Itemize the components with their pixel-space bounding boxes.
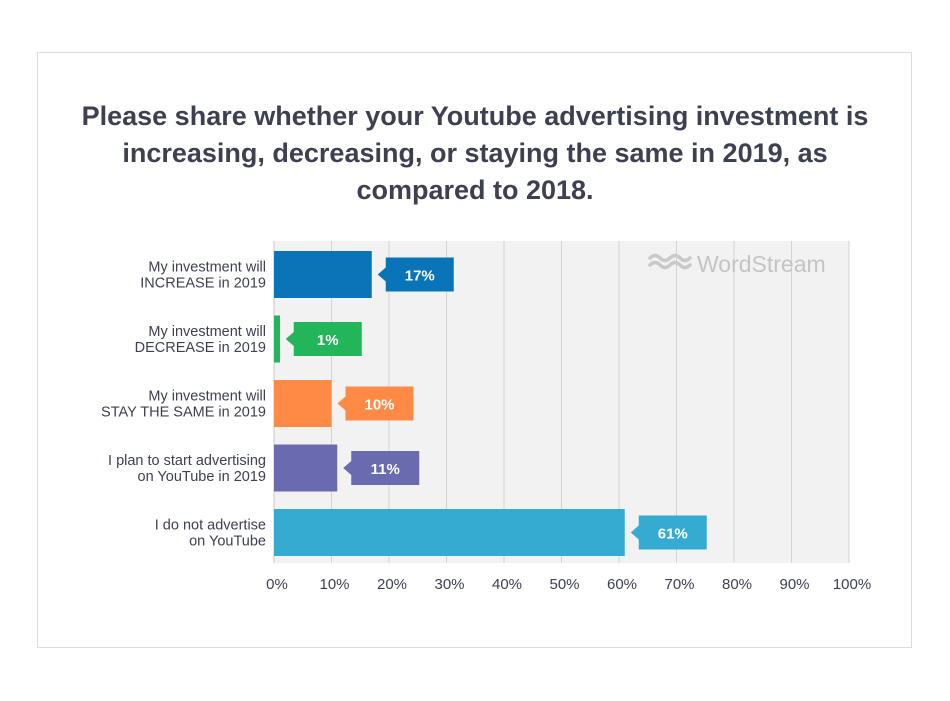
x-tick-label: 10% <box>319 576 349 593</box>
x-tick-label: 40% <box>492 576 522 593</box>
category-label: I do not advertise on YouTube <box>155 518 266 550</box>
x-tick-label: 100% <box>833 576 871 593</box>
x-tick-label: 20% <box>377 576 407 593</box>
category-label: My investment will INCREASE in 2019 <box>140 260 266 292</box>
x-tick-label: 80% <box>722 576 752 593</box>
value-label: 11% <box>371 461 400 478</box>
value-callout <box>377 257 454 292</box>
bar <box>274 315 280 363</box>
value-label: 61% <box>658 526 688 543</box>
x-tick-label: 70% <box>664 576 694 593</box>
value-callout <box>337 386 414 421</box>
wordstream-logo-icon <box>648 253 692 270</box>
value-callout <box>343 451 420 485</box>
x-tick-label: 90% <box>779 576 809 593</box>
bar <box>274 509 625 556</box>
x-tick-label: 30% <box>434 576 464 593</box>
category-label: My investment will STAY THE SAME in 2019 <box>101 389 266 421</box>
category-label: I plan to start advertising on YouTube in… <box>108 453 266 485</box>
x-tick-label: 60% <box>607 576 637 593</box>
value-callout <box>285 322 362 356</box>
chart-title: Please share whether your Youtube advert… <box>81 101 869 205</box>
value-label: 17% <box>405 268 435 285</box>
x-tick-label: 50% <box>549 576 579 593</box>
value-label: 10% <box>364 397 394 414</box>
value-label: 1% <box>317 332 339 349</box>
bar <box>274 251 372 298</box>
bar <box>274 380 332 427</box>
x-tick-label: 0% <box>266 576 288 593</box>
bar <box>274 444 338 492</box>
category-label: My investment will DECREASE in 2019 <box>135 324 266 356</box>
value-callout <box>630 515 707 550</box>
watermark-text: WordStream <box>697 251 826 277</box>
